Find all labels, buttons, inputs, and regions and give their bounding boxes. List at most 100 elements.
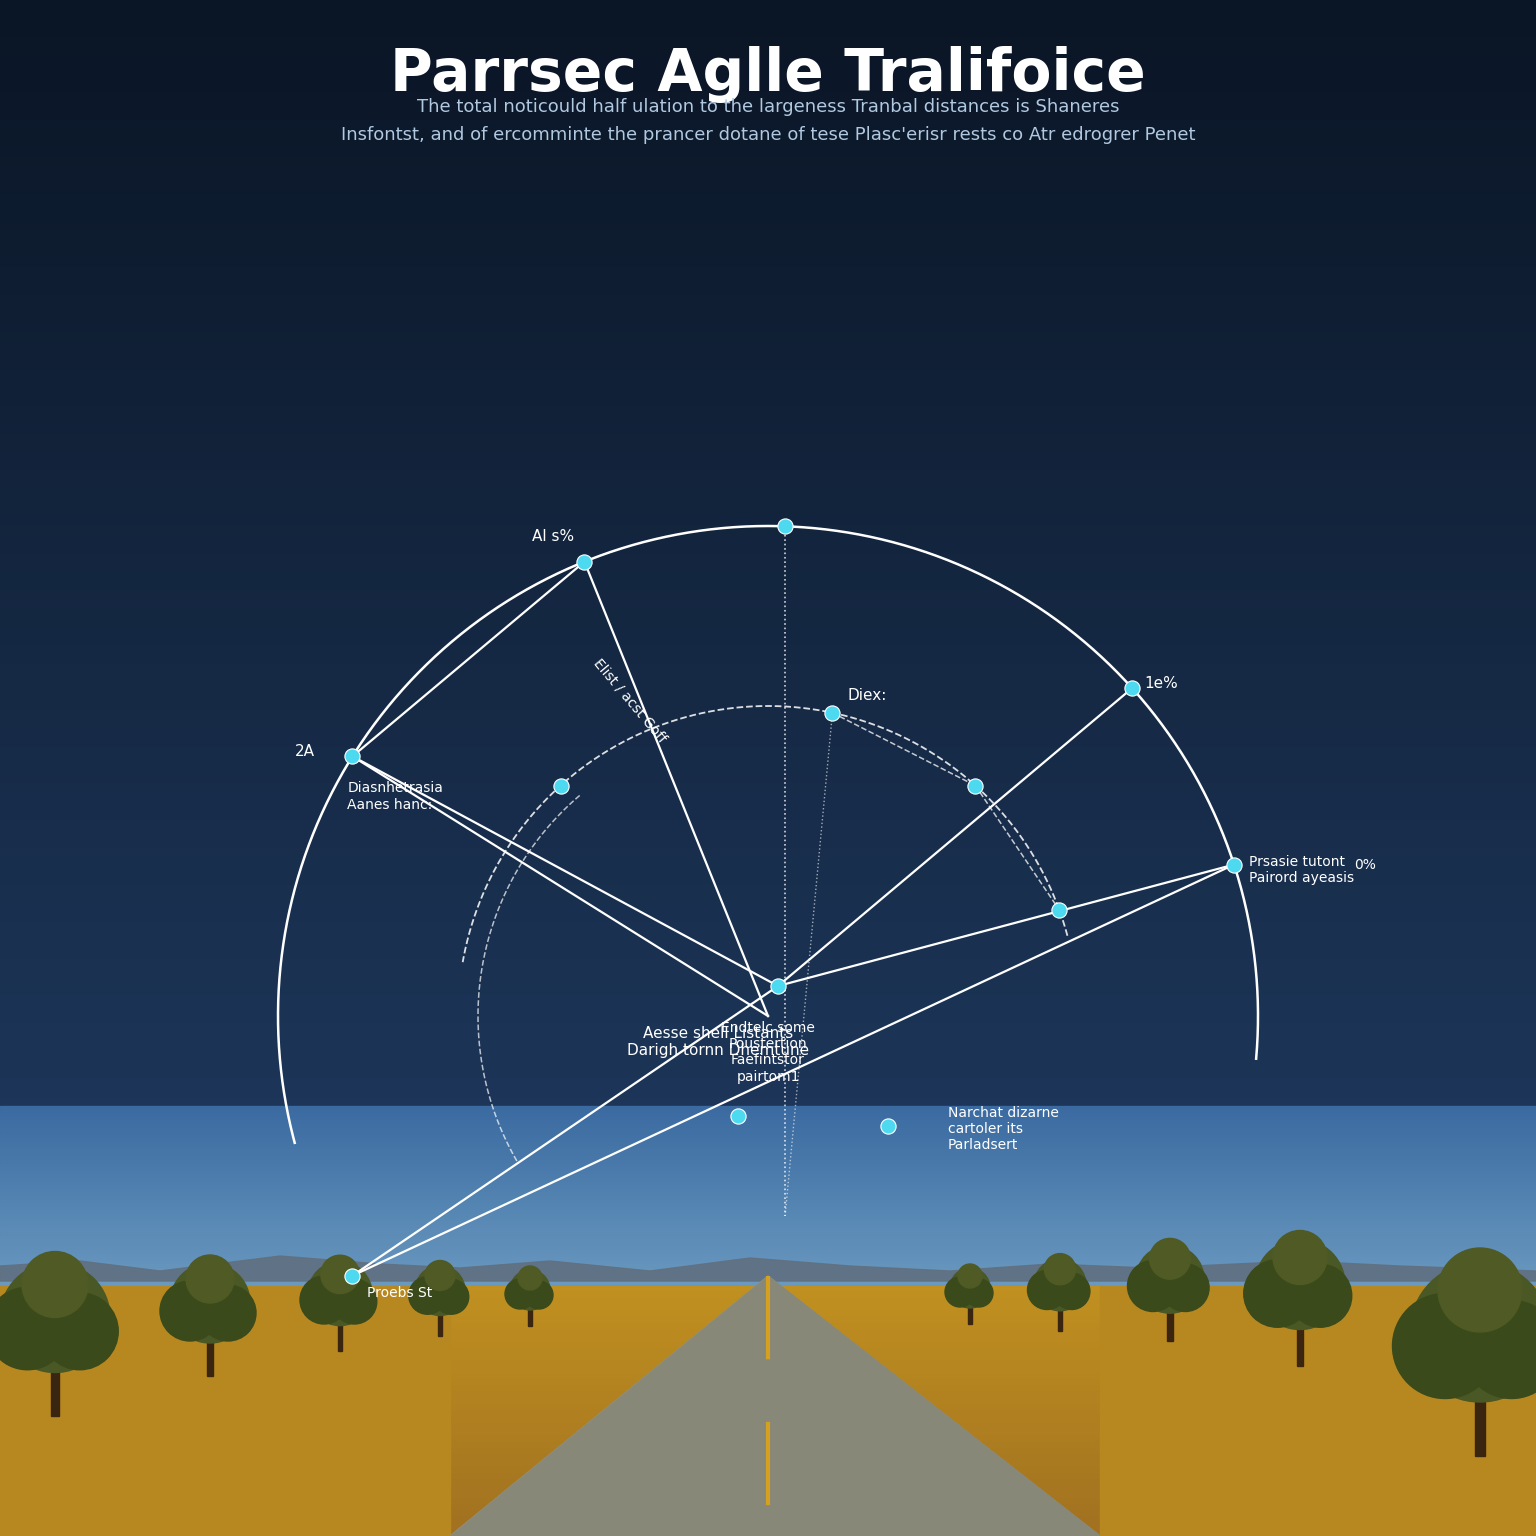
- Bar: [0, 406, 1536, 415]
- Bar: [0, 387, 1536, 396]
- Bar: [0, 1117, 1536, 1120]
- Circle shape: [510, 1270, 550, 1310]
- Bar: [0, 46, 1536, 55]
- Text: Aesse shell Listants
Darigh tornn Dhemtune: Aesse shell Listants Darigh tornn Dhemtu…: [627, 1026, 809, 1058]
- Bar: [0, 802, 1536, 811]
- Bar: [0, 1246, 1536, 1250]
- Circle shape: [1410, 1263, 1536, 1402]
- Bar: [0, 212, 1536, 221]
- Circle shape: [949, 1269, 991, 1309]
- Bar: [0, 553, 1536, 562]
- Bar: [0, 203, 1536, 212]
- Circle shape: [1054, 1273, 1091, 1310]
- Bar: [0, 885, 1536, 894]
- Bar: [0, 1424, 1536, 1430]
- Bar: [0, 1379, 1536, 1385]
- Bar: [0, 92, 1536, 101]
- Bar: [0, 664, 1536, 673]
- Bar: [0, 1524, 1536, 1530]
- Bar: [0, 516, 1536, 525]
- Bar: [0, 1243, 1536, 1246]
- Bar: [0, 452, 1536, 461]
- Bar: [0, 617, 1536, 627]
- Bar: [0, 682, 1536, 691]
- Circle shape: [41, 1293, 118, 1370]
- Bar: [0, 1213, 1536, 1218]
- Circle shape: [1462, 1301, 1536, 1398]
- Text: 1e%: 1e%: [1144, 676, 1178, 691]
- Point: [339, 743, 364, 768]
- Bar: [0, 350, 1536, 359]
- Circle shape: [1034, 1260, 1086, 1310]
- Bar: [0, 1448, 1536, 1455]
- Point: [548, 773, 573, 797]
- Bar: [0, 1224, 1536, 1229]
- Bar: [0, 378, 1536, 387]
- Bar: [0, 276, 1536, 286]
- Bar: [0, 1060, 1536, 1069]
- Bar: [0, 1218, 1536, 1221]
- Bar: [0, 765, 1536, 774]
- Bar: [0, 1157, 1536, 1160]
- Point: [1048, 897, 1072, 922]
- Bar: [0, 286, 1536, 295]
- Bar: [1167, 1303, 1172, 1341]
- Bar: [0, 369, 1536, 378]
- Bar: [0, 581, 1536, 590]
- Text: The total noticould half ulation to the largeness Tranbal distances is Shaneres: The total noticould half ulation to the …: [416, 98, 1120, 117]
- Bar: [0, 1336, 1536, 1342]
- Bar: [0, 1355, 1536, 1361]
- Bar: [0, 175, 1536, 184]
- Circle shape: [1149, 1238, 1190, 1279]
- Bar: [0, 111, 1536, 120]
- Circle shape: [1137, 1246, 1204, 1313]
- Circle shape: [1127, 1261, 1178, 1312]
- Bar: [0, 1240, 1536, 1243]
- Bar: [0, 1232, 1536, 1235]
- Bar: [0, 1189, 1536, 1192]
- Bar: [0, 1170, 1536, 1175]
- Bar: [0, 931, 1536, 940]
- Bar: [0, 221, 1536, 230]
- Bar: [0, 1455, 1536, 1461]
- Bar: [0, 1342, 1536, 1349]
- Bar: [0, 267, 1536, 276]
- Bar: [0, 1418, 1536, 1424]
- Bar: [0, 571, 1536, 581]
- Bar: [0, 1127, 1536, 1130]
- Polygon shape: [450, 1276, 1100, 1536]
- Bar: [0, 1197, 1536, 1200]
- Bar: [0, 1461, 1536, 1467]
- Bar: [0, 1253, 1536, 1256]
- Bar: [0, 1097, 1536, 1106]
- Bar: [0, 1324, 1536, 1330]
- Bar: [0, 55, 1536, 65]
- Text: Prsasie tutont
Pairord ayeasis: Prsasie tutont Pairord ayeasis: [1249, 854, 1355, 885]
- Bar: [0, 0, 1536, 9]
- Bar: [0, 848, 1536, 857]
- Bar: [0, 424, 1536, 433]
- Bar: [0, 1505, 1536, 1511]
- Bar: [0, 1511, 1536, 1518]
- Bar: [0, 958, 1536, 968]
- Bar: [0, 525, 1536, 535]
- Bar: [0, 1186, 1536, 1189]
- Bar: [0, 691, 1536, 700]
- Circle shape: [505, 1279, 535, 1309]
- Bar: [0, 498, 1536, 507]
- Circle shape: [1161, 1264, 1209, 1312]
- Bar: [0, 138, 1536, 147]
- Bar: [0, 1361, 1536, 1367]
- Bar: [0, 1154, 1536, 1157]
- Bar: [0, 1318, 1536, 1324]
- Bar: [0, 1442, 1536, 1448]
- Bar: [338, 1316, 343, 1352]
- Bar: [0, 894, 1536, 903]
- Bar: [0, 1373, 1536, 1379]
- Bar: [0, 1235, 1536, 1240]
- Bar: [0, 1493, 1536, 1499]
- Bar: [0, 949, 1536, 958]
- Circle shape: [160, 1281, 220, 1341]
- Circle shape: [0, 1263, 111, 1373]
- Text: 0%: 0%: [1355, 857, 1376, 871]
